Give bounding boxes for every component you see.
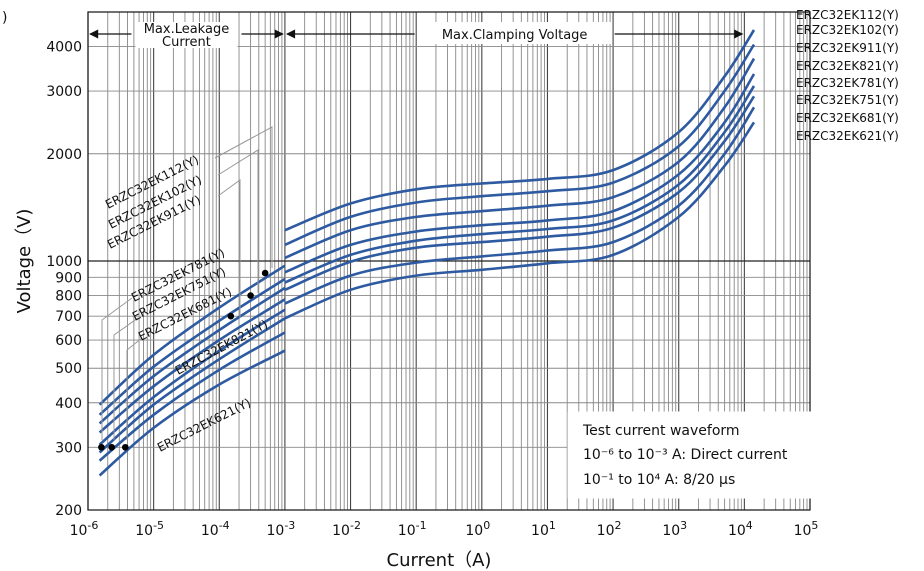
- y-tick-label: 4000: [46, 40, 82, 56]
- label-leader-line: [113, 317, 139, 440]
- series-line-leakage: [98, 349, 286, 477]
- series-label-right: ERZC32EK621(Y): [796, 129, 899, 143]
- y-axis-title: Voltage（V): [14, 209, 35, 314]
- y-tick-label: 800: [55, 289, 82, 305]
- y-tick-label: 200: [55, 503, 82, 519]
- x-tick-label: 102: [597, 519, 622, 539]
- y-tick-label: 3000: [46, 84, 82, 100]
- region-label-line2: Current: [162, 35, 211, 50]
- x-tick-label: 10-1: [398, 519, 427, 539]
- x-tick-label: 101: [531, 519, 556, 539]
- series-label-right: ERZC32EK102(Y): [796, 23, 899, 37]
- label-leader-line: [217, 149, 259, 293]
- x-tick-label: 10-6: [70, 519, 99, 539]
- x-axis-title: Current（A): [387, 550, 492, 571]
- leakage-point: [247, 292, 254, 299]
- series-line-leakage: [98, 308, 286, 446]
- y-tick-label: 600: [55, 333, 82, 349]
- region-label-background: [418, 22, 611, 44]
- legend-line-dc: 10⁻⁶ to 10⁻³ A: Direct current: [583, 447, 788, 463]
- series-line-leakage: [98, 331, 286, 462]
- x-tick-label: 105: [794, 519, 819, 539]
- y-tick-label: 2000: [46, 147, 82, 163]
- x-tick-label: 103: [662, 519, 687, 539]
- leakage-point: [98, 443, 105, 451]
- series-label-right: ERZC32EK781(Y): [796, 76, 899, 90]
- series-label-right: ERZC32EK112(Y): [796, 8, 899, 22]
- region-label: Max.Leakage: [144, 22, 230, 37]
- series-line-clamping: [284, 57, 756, 260]
- region-label-background: [135, 22, 238, 48]
- leakage-point: [121, 443, 129, 451]
- series-label-right: ERZC32EK681(Y): [796, 111, 899, 125]
- series-label-right: ERZC32EK911(Y): [796, 41, 899, 55]
- series-line-clamping: [284, 95, 756, 291]
- label-leader-line: [217, 179, 241, 318]
- y-tick-label: 700: [55, 309, 82, 325]
- series-line-leakage: [98, 317, 286, 454]
- series-line-clamping: [284, 106, 756, 305]
- series-line-leakage: [98, 277, 286, 416]
- series-label-right: ERZC32EK821(Y): [796, 59, 899, 73]
- series-line-clamping: [284, 29, 756, 232]
- series-line-clamping: [284, 43, 756, 247]
- series-line-clamping: [284, 73, 756, 274]
- series-line-leakage: [98, 286, 286, 425]
- leakage-point: [227, 312, 235, 320]
- corner-fragment: ): [2, 10, 7, 26]
- series-line-leakage: [98, 264, 286, 406]
- x-axis-ticks: 10-6 10-5 10-4 10-3 10-2 10-1 100 101 102 103 104 1…: [70, 519, 819, 539]
- y-tick-label: 900: [55, 270, 82, 286]
- label-leader-line: [126, 337, 143, 440]
- y-tick-label: 500: [55, 361, 82, 377]
- label-leaders: [101, 126, 273, 440]
- grid: [87, 11, 810, 511]
- plot-frame: [87, 11, 811, 511]
- x-tick-label: 100: [465, 519, 490, 539]
- series-line-clamping: [284, 121, 756, 320]
- series-label-right: ERZC32EK751(Y): [796, 93, 899, 107]
- x-tick-label: 10-2: [332, 519, 361, 539]
- legend-title: Test current waveform: [582, 423, 740, 439]
- series-lines: [98, 29, 756, 477]
- leakage-point: [261, 269, 269, 277]
- x-tick-label: 104: [728, 519, 753, 539]
- label-leader-line: [101, 297, 133, 440]
- legend-background: [567, 411, 834, 499]
- series-line-clamping: [284, 85, 756, 284]
- y-tick-label: 300: [55, 440, 82, 456]
- measurement-dots: [98, 269, 269, 451]
- legend-line-pulse: 10⁻¹ to 10⁴ A: 8/20 µs: [583, 472, 735, 488]
- y-tick-label: 1000: [46, 254, 82, 270]
- leakage-point: [108, 443, 116, 451]
- series-line-leakage: [98, 298, 286, 434]
- x-tick-label: 10-5: [135, 519, 164, 539]
- y-tick-label: 400: [55, 396, 82, 412]
- x-tick-label: 10-4: [201, 519, 230, 539]
- region-label: Max.Clamping Voltage: [442, 28, 588, 43]
- label-leader-line: [214, 126, 273, 268]
- test-waveform-box: Test current waveform 10⁻⁶ to 10⁻³ A: Di…: [567, 411, 834, 499]
- x-tick-label: 10-3: [267, 519, 296, 539]
